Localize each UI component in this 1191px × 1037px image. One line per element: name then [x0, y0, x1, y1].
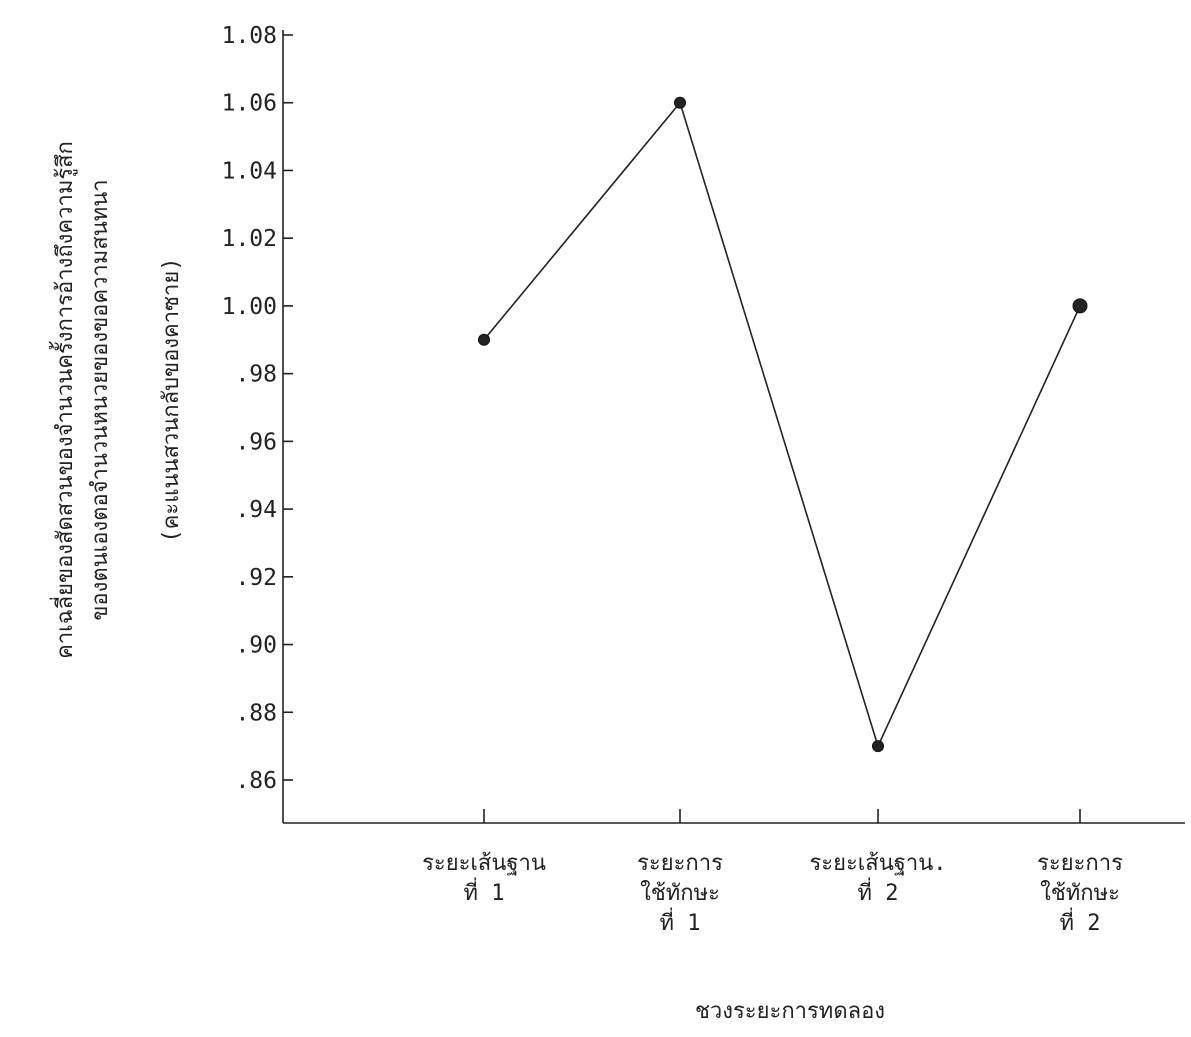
y-tick-label: .92 — [235, 565, 277, 591]
data-point — [873, 741, 884, 752]
y-axis-title-line: (คะแนนสวนกลับของคาซาย) — [159, 257, 184, 542]
x-category-label: ระยะการ — [637, 851, 723, 876]
data-point — [1073, 299, 1087, 313]
y-tick-label: .94 — [235, 497, 277, 523]
x-axis-title: ชวงระยะการทดลอง — [695, 999, 885, 1024]
y-tick-label: .96 — [235, 429, 277, 455]
x-category-label: ที่ 1 — [660, 907, 701, 936]
y-tick-label: .88 — [235, 700, 277, 726]
x-category-label: ระยะการ — [1037, 851, 1123, 876]
y-tick-label: 1.04 — [222, 158, 277, 184]
y-axis-title-line: ของตนเองตอจำนวนหนวยของขอความสนทนา — [88, 179, 113, 620]
data-point — [675, 97, 686, 108]
y-tick-label: 1.06 — [222, 91, 277, 117]
y-axis-title-group: คาเฉลี่ยของสัดสวนของจำนวนครั้งการอ้างถึง… — [49, 141, 184, 659]
y-tick-label: 1.02 — [222, 226, 277, 252]
y-tick-label: .90 — [235, 633, 277, 659]
y-tick-label: .86 — [235, 768, 277, 794]
series-group — [479, 97, 1088, 751]
x-category-label: ระยะเส้นฐาน — [422, 851, 546, 876]
y-tick-label: 1.00 — [222, 294, 277, 320]
x-category-label: ที่ 2 — [1060, 907, 1101, 936]
x-category-label: ที่ 2 — [858, 877, 899, 906]
data-point — [479, 334, 490, 345]
series-line — [484, 103, 1080, 746]
x-category-label: ที่ 1 — [464, 877, 505, 906]
y-axis-title-line: คาเฉลี่ยของสัดสวนของจำนวนครั้งการอ้างถึง… — [49, 141, 78, 659]
y-tick-label: .98 — [235, 362, 277, 388]
x-category-label: ใช้ทักษะ — [640, 880, 720, 906]
x-category-label: ระยะเส้นฐาน. — [809, 851, 946, 876]
y-tick-label: 1.08 — [222, 23, 277, 49]
x-category-label: ใช้ทักษะ — [1040, 880, 1120, 906]
